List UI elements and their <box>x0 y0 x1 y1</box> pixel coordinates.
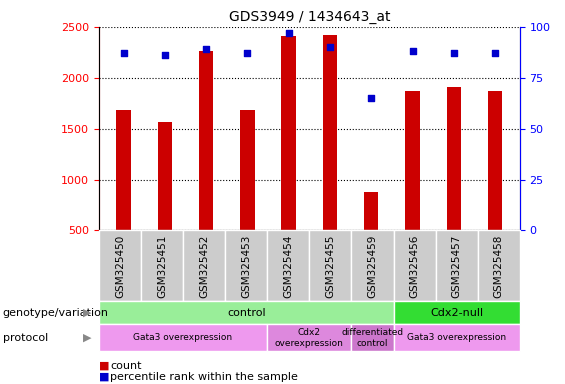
Bar <box>199 51 214 281</box>
Point <box>243 50 252 56</box>
Bar <box>240 110 255 281</box>
Text: GSM325457: GSM325457 <box>451 234 462 298</box>
Bar <box>323 35 337 281</box>
Bar <box>405 91 420 281</box>
Text: GSM325452: GSM325452 <box>199 234 209 298</box>
Text: GSM325450: GSM325450 <box>115 234 125 298</box>
Point <box>490 50 499 56</box>
Text: GSM325456: GSM325456 <box>410 234 420 298</box>
Text: control: control <box>227 308 266 318</box>
Text: percentile rank within the sample: percentile rank within the sample <box>110 372 298 382</box>
Point <box>449 50 458 56</box>
Text: ▶: ▶ <box>83 333 92 343</box>
Text: GSM325451: GSM325451 <box>157 234 167 298</box>
Bar <box>488 91 502 281</box>
Text: GSM325454: GSM325454 <box>283 234 293 298</box>
Point <box>202 46 211 52</box>
Text: GSM325459: GSM325459 <box>367 234 377 298</box>
Text: GSM325455: GSM325455 <box>325 234 336 298</box>
Point <box>408 48 417 55</box>
Bar <box>281 36 296 281</box>
Point <box>325 44 334 50</box>
Text: ■: ■ <box>99 372 110 382</box>
Bar <box>158 121 172 281</box>
Text: Cdx2
overexpression: Cdx2 overexpression <box>275 328 344 348</box>
Point <box>367 95 376 101</box>
Title: GDS3949 / 1434643_at: GDS3949 / 1434643_at <box>229 10 390 25</box>
Text: genotype/variation: genotype/variation <box>3 308 109 318</box>
Text: GSM325458: GSM325458 <box>494 234 504 298</box>
Text: Cdx2-null: Cdx2-null <box>430 308 483 318</box>
Point <box>119 50 128 56</box>
Bar <box>446 87 461 281</box>
Text: Gata3 overexpression: Gata3 overexpression <box>133 333 233 343</box>
Bar <box>116 110 131 281</box>
Point <box>160 52 170 58</box>
Point <box>284 30 293 36</box>
Text: protocol: protocol <box>3 333 48 343</box>
Text: GSM325453: GSM325453 <box>241 234 251 298</box>
Text: differentiated
control: differentiated control <box>341 328 403 348</box>
Text: ■: ■ <box>99 361 110 371</box>
Bar <box>364 192 379 281</box>
Text: Gata3 overexpression: Gata3 overexpression <box>407 333 506 343</box>
Text: count: count <box>110 361 142 371</box>
Text: ▶: ▶ <box>83 308 92 318</box>
